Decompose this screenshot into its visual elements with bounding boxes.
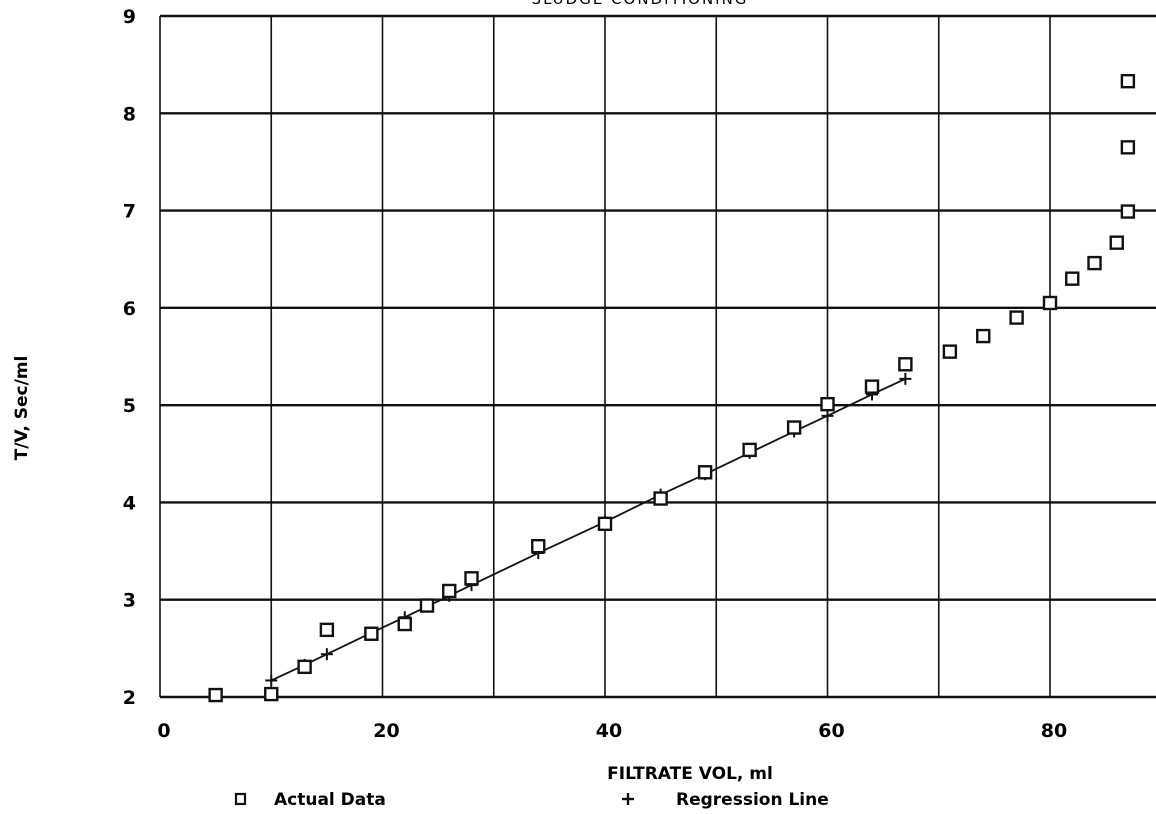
actual-data-point — [464, 571, 479, 586]
regression-point — [821, 409, 834, 422]
actual-data-point — [397, 616, 412, 632]
actual-data-point — [1009, 310, 1024, 325]
actual-data-point — [264, 686, 279, 702]
actual-data-point — [898, 357, 913, 372]
x-axis-label: FILTRATE VOL, ml — [607, 764, 773, 784]
actual-data-point — [319, 622, 335, 638]
actual-data-point — [1120, 140, 1136, 155]
actual-data-point — [208, 687, 223, 703]
actual-data-point — [1120, 204, 1136, 219]
actual-data-point — [531, 539, 546, 554]
actual-data-point — [1109, 235, 1124, 250]
x-tick-label: 0 — [157, 720, 170, 742]
y-tick-label: 3 — [123, 590, 136, 612]
y-tick-label: 5 — [123, 395, 136, 417]
regression-point — [265, 674, 278, 687]
actual-data-point — [942, 344, 958, 359]
actual-data-point — [742, 442, 757, 458]
regression-point — [320, 648, 333, 661]
actual-data-point — [1065, 271, 1080, 286]
legend-plus-marker-icon — [622, 793, 634, 805]
actual-data-point — [1120, 73, 1136, 89]
actual-data-point — [786, 420, 802, 435]
actual-data-point — [653, 491, 668, 506]
y-tick-label: 8 — [123, 103, 136, 125]
data-markers — [208, 73, 1136, 703]
actual-data-point — [597, 516, 613, 532]
y-axis-label: T/V, Sec/ml — [12, 356, 32, 461]
actual-data-point — [1042, 295, 1058, 311]
x-tick-label: 60 — [818, 720, 844, 742]
actual-data-point — [419, 598, 435, 613]
x-tick-label: 20 — [373, 720, 399, 742]
chart-title: SLUDGE CONDITIONING — [532, 0, 749, 8]
actual-data-point — [297, 659, 312, 675]
x-tick-label: 40 — [596, 720, 622, 742]
y-tick-label: 2 — [123, 687, 136, 709]
legend-square-marker-icon — [234, 792, 247, 806]
actual-data-point — [1087, 255, 1102, 271]
y-tick-label: 4 — [123, 492, 136, 514]
regression-point — [899, 372, 912, 385]
y-tick-label: 6 — [123, 298, 136, 320]
y-tick-label: 7 — [123, 201, 136, 223]
legend-label-regression-line: Regression Line — [676, 790, 829, 810]
tick-labels: 2 3 4 5 6 7 8 9 0 20 40 60 80 — [123, 6, 1067, 742]
actual-data-point — [820, 396, 835, 412]
x-tick-label: 80 — [1041, 720, 1067, 742]
actual-data-point — [364, 626, 379, 641]
y-tick-label: 9 — [123, 6, 136, 28]
actual-data-point — [697, 465, 713, 480]
actual-data-point — [864, 379, 880, 394]
legend: Actual Data Regression Line — [234, 790, 829, 810]
actual-data-point — [442, 583, 457, 599]
actual-data-point — [976, 328, 991, 344]
legend-label-actual-data: Actual Data — [274, 790, 386, 810]
grid — [159, 14, 1156, 699]
